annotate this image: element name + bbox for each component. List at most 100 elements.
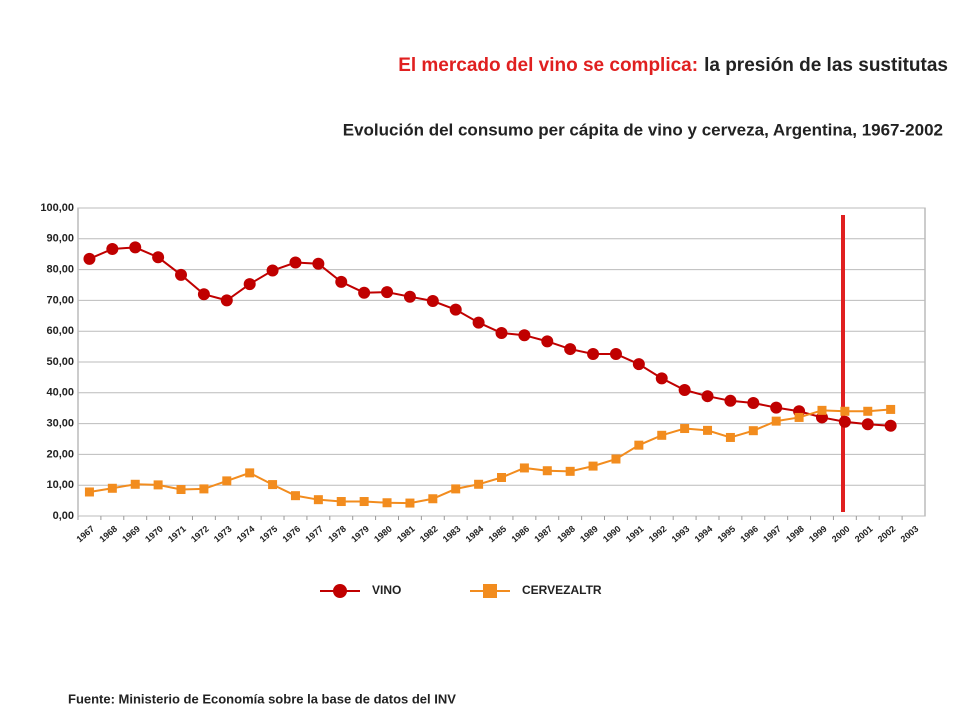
legend-label: VINO — [372, 583, 401, 597]
legend-marker — [483, 584, 497, 598]
x-tick-label: 1978 — [326, 524, 348, 545]
point — [657, 430, 667, 440]
point — [611, 454, 621, 464]
x-tick-label: 2003 — [899, 524, 921, 545]
point — [748, 426, 758, 436]
point — [336, 497, 346, 507]
point — [403, 290, 416, 303]
x-tick-label: 1996 — [738, 524, 760, 545]
point — [701, 390, 714, 403]
point — [497, 473, 506, 482]
point — [747, 396, 760, 409]
y-tick-label: 10,00 — [46, 479, 74, 491]
point — [290, 491, 300, 501]
point — [632, 358, 645, 371]
x-tick-label: 1974 — [235, 524, 257, 545]
point — [382, 498, 392, 508]
point — [770, 401, 783, 414]
title-part: la presión de las sustitutas — [704, 55, 948, 76]
point — [655, 372, 668, 385]
point — [152, 251, 165, 264]
point — [426, 295, 439, 308]
y-tick-label: 30,00 — [46, 418, 74, 430]
point — [175, 268, 188, 281]
y-tick-label: 90,00 — [46, 233, 74, 245]
point — [245, 468, 255, 478]
point — [106, 242, 119, 255]
point — [268, 480, 278, 490]
point — [565, 466, 575, 476]
point — [518, 329, 531, 342]
point — [771, 416, 781, 426]
point — [884, 419, 897, 432]
point — [587, 347, 600, 360]
title-part: El mercado del vino se complica: — [398, 55, 698, 76]
point — [83, 252, 96, 265]
point — [153, 480, 163, 490]
point — [794, 412, 804, 422]
point — [680, 424, 690, 434]
series-line — [89, 246, 891, 427]
point — [312, 257, 325, 270]
point — [129, 241, 142, 254]
y-tick-label: 60,00 — [46, 325, 74, 337]
point — [863, 406, 873, 416]
point — [472, 316, 485, 329]
point — [381, 286, 394, 299]
x-tick-label: 1991 — [624, 524, 646, 545]
point — [130, 479, 140, 489]
point — [358, 286, 371, 299]
point — [405, 498, 415, 508]
x-tick-label: 1989 — [578, 524, 600, 545]
x-tick-label: 1981 — [395, 524, 417, 545]
point — [634, 440, 644, 450]
x-tick-label: 1985 — [487, 524, 509, 545]
y-tick-label: 80,00 — [46, 264, 74, 276]
x-tick-label: 1992 — [647, 524, 669, 545]
x-tick-label: 1975 — [258, 524, 280, 545]
point — [243, 278, 256, 291]
x-tick-label: 1980 — [372, 524, 394, 545]
point — [222, 476, 232, 486]
point — [725, 432, 735, 442]
point — [609, 347, 622, 360]
x-tick-label: 2002 — [876, 524, 898, 545]
y-tick-label: 20,00 — [46, 448, 74, 460]
point — [840, 406, 850, 416]
x-tick-label: 1972 — [189, 524, 211, 545]
x-tick-label: 1983 — [441, 524, 463, 545]
x-tick-label: 1986 — [509, 524, 531, 545]
x-tick-label: 1976 — [281, 524, 303, 545]
point — [176, 485, 186, 495]
x-tick-label: 1994 — [693, 524, 715, 545]
x-tick-label: 1990 — [601, 524, 623, 545]
x-tick-label: 1973 — [212, 524, 234, 545]
point — [313, 495, 323, 505]
point — [335, 275, 348, 288]
point — [449, 303, 462, 316]
x-tick-label: 1999 — [807, 524, 829, 545]
y-tick-label: 40,00 — [46, 387, 74, 399]
x-tick-label: 1993 — [670, 524, 692, 545]
x-tick-label: 1969 — [120, 524, 142, 545]
x-tick-label: 1971 — [166, 524, 188, 545]
x-tick-label: 1967 — [74, 524, 96, 545]
source: Fuente: Ministerio de Economía sobre la … — [68, 691, 456, 706]
point — [838, 415, 851, 428]
point — [428, 494, 438, 504]
point — [724, 394, 737, 407]
point — [678, 384, 691, 397]
x-tick-label: 2001 — [853, 524, 875, 545]
legend-label: CERVEZALTR — [522, 583, 602, 597]
x-tick-label: 1998 — [784, 524, 806, 545]
point — [564, 343, 577, 356]
point — [541, 335, 554, 348]
x-tick-label: 1987 — [532, 524, 554, 545]
point — [542, 466, 552, 476]
point — [107, 483, 117, 493]
x-tick-label: 1995 — [715, 524, 737, 545]
point — [588, 461, 598, 471]
point — [817, 405, 827, 415]
point — [861, 418, 874, 431]
